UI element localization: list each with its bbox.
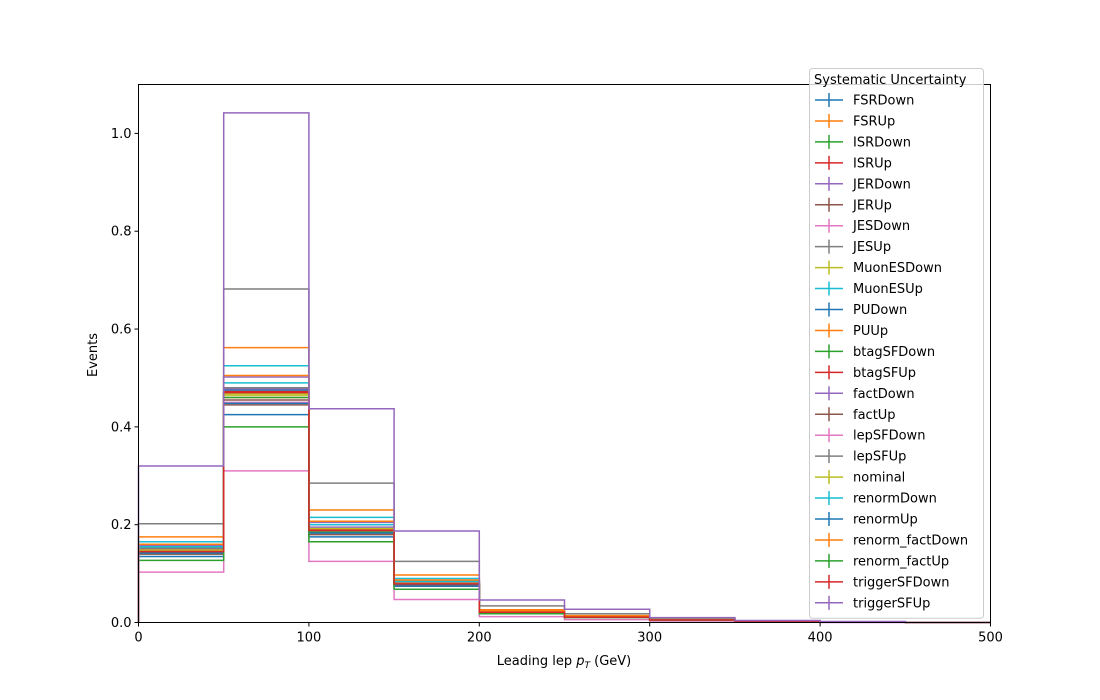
legend-label: JERDown [852, 177, 911, 192]
x-tick-label: 200 [467, 631, 492, 646]
x-tick-label: 300 [637, 631, 662, 646]
legend-label: JESDown [852, 219, 910, 234]
legend-label: ISRDown [853, 135, 911, 150]
y-tick-label: 0.8 [111, 225, 132, 240]
legend-label: btagSFUp [853, 366, 916, 381]
legend: Systematic Uncertainty FSRDown FSRUp ISRDow… [809, 68, 984, 619]
legend-entry-ISRDown: ISRDown [815, 134, 911, 150]
legend-label: FSRDown [853, 94, 914, 109]
legend-entry-factUp: factUp [815, 407, 896, 423]
y-tick-label: 0.2 [111, 518, 132, 533]
legend-label: ISRUp [853, 156, 892, 171]
legend-label: btagSFDown [853, 345, 935, 360]
plot-frame [138, 84, 991, 623]
legend-label: renorm_factDown [853, 533, 968, 548]
legend-label: renorm_factUp [853, 554, 949, 569]
legend-label: PUUp [853, 324, 888, 339]
legend-entry-renorm_factDown: renorm_factDown [815, 532, 968, 548]
legend-entry-JESUp: JESUp [815, 239, 891, 255]
y-axis-label: Events [86, 333, 101, 377]
legend-entry-renorm_factUp: renorm_factUp [815, 553, 949, 569]
legend-label: triggerSFUp [853, 596, 930, 611]
legend-label: factUp [853, 408, 896, 423]
legend-label: triggerSFDown [853, 575, 949, 590]
x-tick-label: 400 [808, 631, 833, 646]
legend-label: lepSFUp [853, 450, 906, 465]
y-tick-label: 0.4 [111, 420, 132, 435]
legend-entry-btagSFDown: btagSFDown [815, 344, 935, 360]
x-tick-label: 0 [134, 631, 142, 646]
legend-label: PUDown [853, 303, 907, 318]
legend-label: MuonESDown [853, 261, 942, 276]
legend-label: JERUp [852, 198, 892, 213]
legend-entry-MuonESDown: MuonESDown [815, 260, 942, 276]
legend-entry-MuonESUp: MuonESUp [815, 281, 923, 297]
legend-entry-PUUp: PUUp [815, 323, 888, 339]
x-axis-ticks: 0 100 200 300 400 500 [134, 622, 1003, 646]
series-line-triggerSFUp [137, 112, 991, 624]
legend-entry-nominal: nominal [815, 470, 905, 486]
y-tick-label: 1.0 [111, 127, 132, 142]
legend-entry-JESDown: JESDown [815, 218, 910, 234]
y-tick-label: 0.6 [111, 323, 132, 338]
legend-entry-triggerSFUp: triggerSFUp [815, 595, 930, 611]
legend-entry-factDown: factDown [815, 386, 915, 402]
y-axis-ticks: 0.0 0.2 0.4 0.6 0.8 1.0 [111, 127, 139, 631]
legend-label: nominal [853, 471, 905, 486]
legend-label: renormUp [853, 513, 918, 528]
legend-entry-JERUp: JERUp [815, 197, 892, 213]
legend-label: JESUp [852, 240, 891, 255]
x-tick-label: 500 [978, 631, 1003, 646]
legend-label: factDown [853, 387, 915, 402]
legend-entry-FSRDown: FSRDown [815, 93, 914, 109]
legend-label: FSRUp [853, 114, 895, 129]
legend-box [809, 68, 984, 619]
legend-entry-btagSFUp: btagSFUp [815, 365, 916, 381]
legend-label: MuonESUp [853, 282, 923, 297]
legend-entry-ISRUp: ISRUp [815, 155, 892, 171]
legend-entry-renormUp: renormUp [815, 512, 918, 528]
legend-entry-FSRUp: FSRUp [815, 113, 895, 129]
series-lines [137, 112, 991, 624]
x-tick-label: 100 [296, 631, 321, 646]
legend-entry-JERDown: JERDown [815, 176, 911, 192]
legend-label: renormDown [853, 492, 937, 507]
y-tick-label: 0.0 [111, 616, 132, 631]
x-axis-label: Leading lep pT (GeV) [497, 654, 631, 671]
legend-entry-triggerSFDown: triggerSFDown [815, 574, 949, 590]
legend-entry-lepSFUp: lepSFUp [815, 449, 906, 465]
legend-title: Systematic Uncertainty [814, 73, 967, 88]
legend-entry-lepSFDown: lepSFDown [815, 428, 925, 444]
legend-entry-PUDown: PUDown [815, 302, 907, 318]
legend-entry-renormDown: renormDown [815, 491, 937, 507]
legend-label: lepSFDown [853, 429, 925, 444]
